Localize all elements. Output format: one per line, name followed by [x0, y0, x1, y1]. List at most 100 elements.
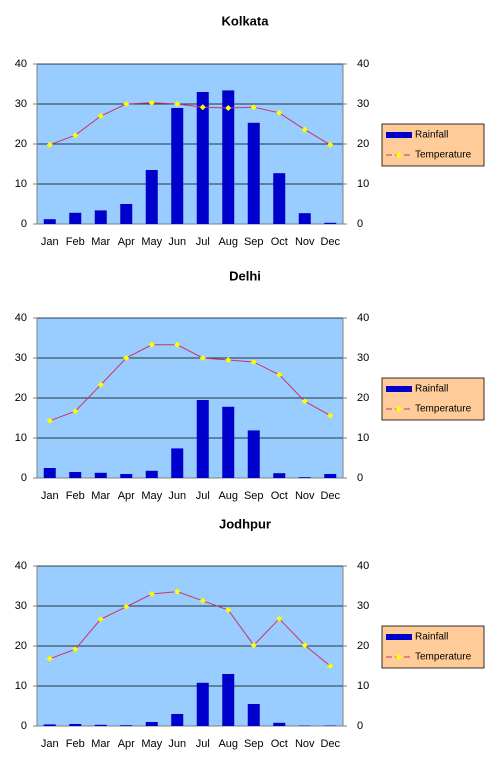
- x-tick-label: Jun: [168, 738, 186, 750]
- x-tick-label: Jun: [168, 490, 186, 502]
- marker: [46, 655, 53, 662]
- marker: [72, 132, 79, 139]
- bar: [222, 406, 235, 478]
- marker: [225, 607, 232, 613]
- bar: [69, 724, 82, 726]
- marker: [250, 359, 257, 365]
- bar: [120, 725, 133, 726]
- y-tick-label: 20: [15, 138, 27, 150]
- x-tick-label: Aug: [218, 490, 238, 502]
- marker: [97, 381, 104, 388]
- marker: [123, 603, 130, 610]
- bar: [196, 92, 209, 224]
- marker: [123, 101, 130, 107]
- marker: [199, 104, 206, 111]
- bar: [69, 472, 82, 478]
- y2-tick-label: 0: [357, 472, 363, 484]
- marker: [276, 371, 283, 378]
- x-tick-label: Oct: [271, 236, 288, 248]
- legend-label: Rainfall: [415, 130, 448, 141]
- y2-tick-label: 30: [357, 352, 369, 364]
- x-tick-label: Feb: [66, 738, 85, 750]
- bar: [69, 212, 82, 224]
- chart-title: Delhi: [229, 268, 261, 283]
- bar: [171, 714, 184, 726]
- marker: [327, 141, 334, 148]
- marker: [225, 357, 232, 363]
- x-tick-label: Dec: [320, 490, 340, 502]
- x-tick-label: Apr: [118, 490, 135, 502]
- bar: [298, 477, 311, 478]
- x-tick-label: Sep: [244, 236, 264, 248]
- chart-title: Jodhpur: [219, 516, 271, 531]
- bar: [171, 108, 184, 224]
- x-tick-label: Sep: [244, 738, 264, 750]
- y2-tick-label: 40: [357, 560, 369, 572]
- x-tick-label: May: [141, 236, 162, 248]
- bar: [171, 448, 184, 478]
- bar: [196, 682, 209, 726]
- x-tick-label: Sep: [244, 490, 264, 502]
- bar: [222, 674, 235, 726]
- chart-title: Kolkata: [222, 13, 270, 28]
- marker: [250, 642, 257, 649]
- bar: [145, 722, 158, 726]
- bar: [273, 473, 286, 478]
- x-tick-label: Nov: [295, 490, 315, 502]
- legend: [381, 625, 485, 669]
- x-tick-label: Apr: [118, 236, 135, 248]
- x-tick-label: May: [141, 738, 162, 750]
- x-tick-label: Dec: [320, 738, 340, 750]
- y2-tick-label: 20: [357, 640, 369, 652]
- y-tick-label: 40: [15, 560, 27, 572]
- marker: [327, 663, 334, 669]
- x-tick-label: Jan: [41, 490, 59, 502]
- y-tick-label: 40: [15, 58, 27, 70]
- y2-tick-label: 10: [357, 178, 369, 190]
- y-tick-label: 0: [21, 218, 27, 230]
- bar: [43, 724, 56, 726]
- x-tick-label: Dec: [320, 236, 340, 248]
- y-tick-label: 40: [15, 312, 27, 324]
- x-tick-label: Jul: [196, 490, 210, 502]
- bar: [324, 222, 337, 224]
- marker: [97, 113, 104, 119]
- bar: [120, 474, 133, 478]
- bar: [273, 173, 286, 224]
- y2-tick-label: 40: [357, 312, 369, 324]
- y2-tick-label: 10: [357, 432, 369, 444]
- y-tick-label: 30: [15, 352, 27, 364]
- x-tick-label: Aug: [218, 236, 238, 248]
- marker: [174, 588, 181, 595]
- y2-tick-label: 20: [357, 392, 369, 404]
- x-tick-label: Jun: [168, 236, 186, 248]
- line: [49, 102, 331, 146]
- marker: [148, 99, 155, 106]
- x-tick-label: May: [141, 490, 162, 502]
- bar: [324, 474, 337, 478]
- marker: [327, 412, 334, 419]
- legend-marker: [396, 654, 402, 660]
- y2-tick-label: 30: [357, 98, 369, 110]
- legend-label: Rainfall: [415, 632, 448, 643]
- legend: [381, 123, 485, 167]
- x-tick-label: Jul: [196, 236, 210, 248]
- y-tick-label: 20: [15, 392, 27, 404]
- legend-label: Rainfall: [415, 384, 448, 395]
- legend-label: Temperature: [415, 652, 472, 663]
- bar: [145, 470, 158, 478]
- bar: [196, 400, 209, 478]
- marker: [199, 355, 206, 361]
- y2-tick-label: 20: [357, 138, 369, 150]
- legend-swatch: [386, 132, 412, 138]
- y-tick-label: 30: [15, 600, 27, 612]
- x-tick-label: Mar: [91, 490, 110, 502]
- x-tick-label: Oct: [271, 738, 288, 750]
- marker: [174, 341, 181, 348]
- y2-tick-label: 40: [357, 58, 369, 70]
- bar: [43, 219, 56, 224]
- bar: [94, 210, 107, 224]
- x-tick-label: Apr: [118, 738, 135, 750]
- x-tick-label: Nov: [295, 236, 315, 248]
